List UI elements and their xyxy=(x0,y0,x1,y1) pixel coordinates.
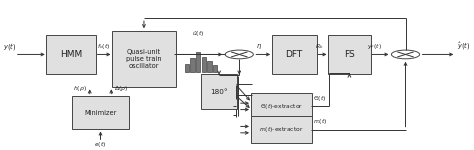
FancyBboxPatch shape xyxy=(251,116,312,143)
Text: $\Theta(t)$-extractor: $\Theta(t)$-extractor xyxy=(260,102,303,111)
Text: $\hat{y}(t)$: $\hat{y}(t)$ xyxy=(457,41,470,52)
FancyBboxPatch shape xyxy=(328,35,371,74)
Bar xyxy=(196,52,201,72)
Text: $\hat{u}(t)$: $\hat{u}(t)$ xyxy=(191,29,204,39)
Text: $m(t)$: $m(t)$ xyxy=(313,117,328,126)
Text: HMM: HMM xyxy=(60,50,82,59)
Text: Minimizer: Minimizer xyxy=(84,110,117,116)
Text: Quasi-unit
pulse train
oscillator: Quasi-unit pulse train oscillator xyxy=(126,49,162,69)
Text: FS: FS xyxy=(344,50,355,59)
Bar xyxy=(213,65,217,72)
Text: DFT: DFT xyxy=(286,50,303,59)
FancyBboxPatch shape xyxy=(46,35,96,74)
Text: $y(t)$: $y(t)$ xyxy=(2,41,16,52)
Text: $\Theta(t)$: $\Theta(t)$ xyxy=(313,94,327,103)
FancyBboxPatch shape xyxy=(112,31,176,87)
Text: $h(\rho)$: $h(\rho)$ xyxy=(73,84,87,93)
Bar xyxy=(191,58,195,72)
FancyBboxPatch shape xyxy=(201,74,237,109)
Text: $m(t)$-extractor: $m(t)$-extractor xyxy=(259,125,303,134)
Bar xyxy=(207,61,211,72)
Bar xyxy=(185,64,189,72)
FancyBboxPatch shape xyxy=(251,93,312,120)
Text: $f_o(t)$: $f_o(t)$ xyxy=(97,42,110,51)
Text: $\eta$: $\eta$ xyxy=(256,42,262,51)
Text: $y_F(t)$: $y_F(t)$ xyxy=(366,42,382,51)
FancyBboxPatch shape xyxy=(272,35,317,74)
Text: 180°: 180° xyxy=(210,89,228,95)
Text: $R_k$: $R_k$ xyxy=(315,42,324,51)
FancyBboxPatch shape xyxy=(72,96,129,129)
Text: $\Delta(\rho)$: $\Delta(\rho)$ xyxy=(114,84,128,93)
Text: $e(t)$: $e(t)$ xyxy=(94,140,107,149)
Bar xyxy=(202,57,206,72)
